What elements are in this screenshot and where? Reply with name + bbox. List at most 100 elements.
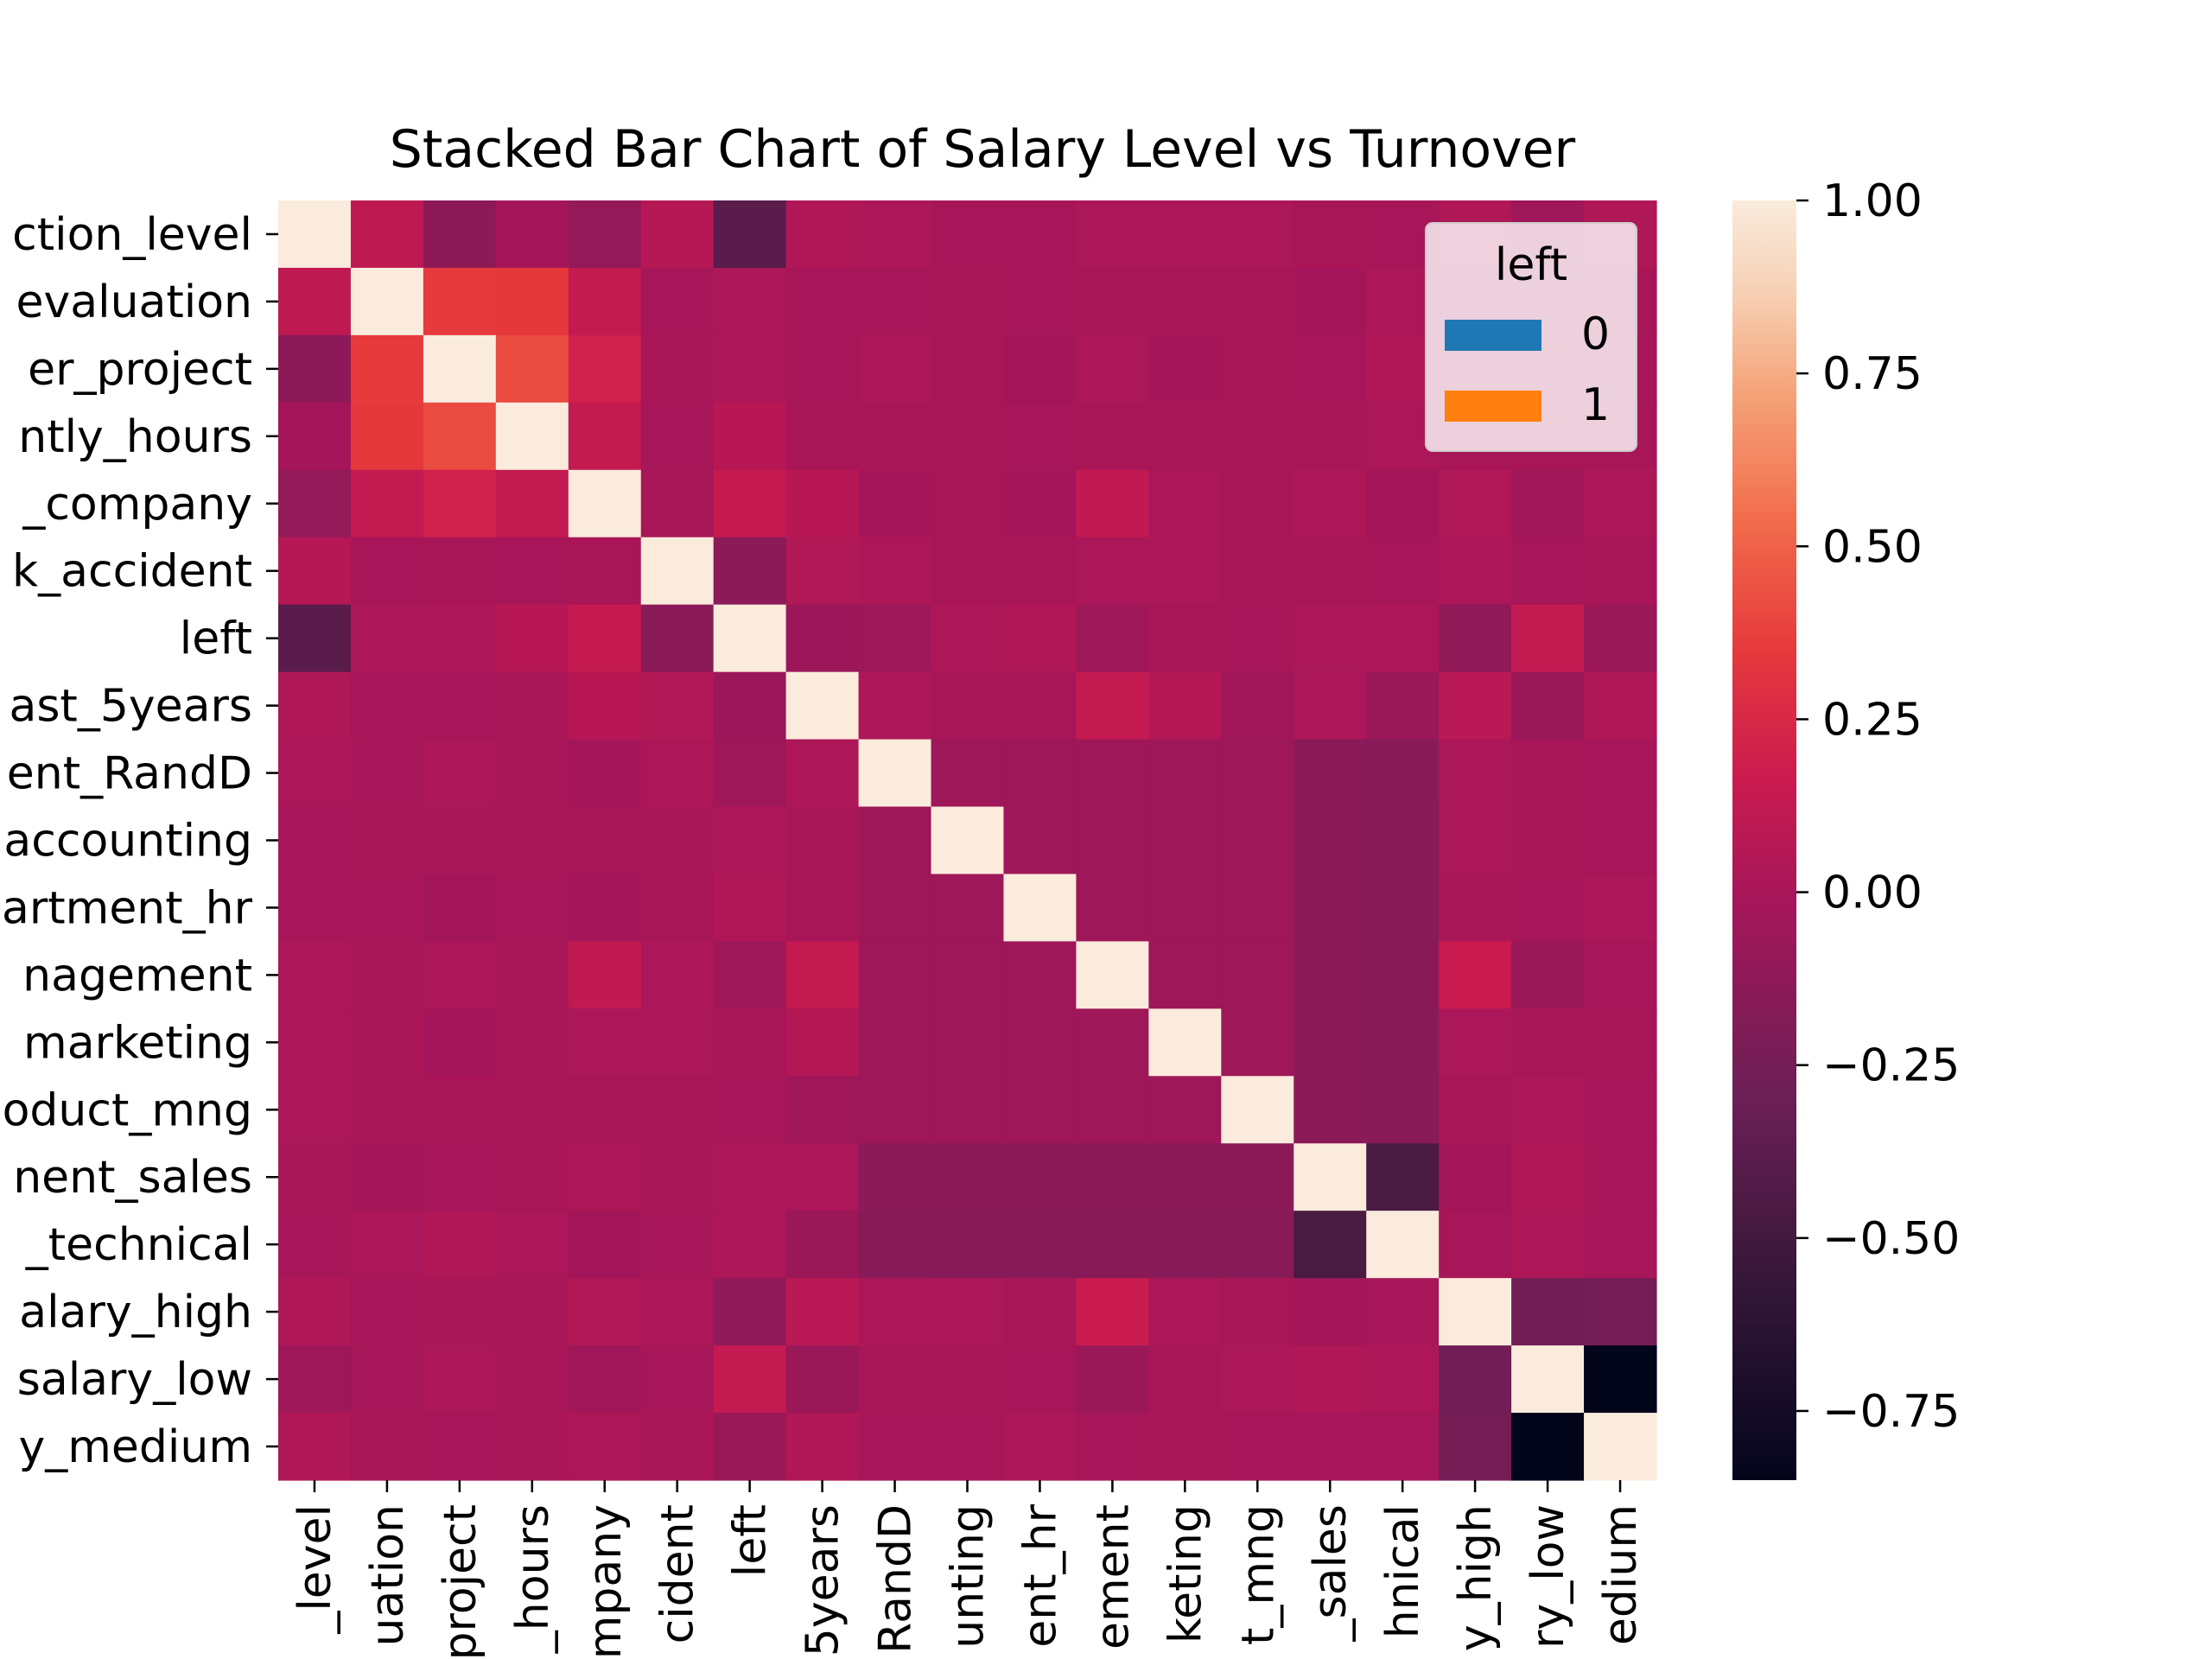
heatmap-cell xyxy=(1511,1278,1585,1346)
heatmap-cell xyxy=(350,334,424,404)
heatmap-cell xyxy=(1003,671,1077,741)
heatmap-cell xyxy=(713,334,787,404)
heatmap-cell xyxy=(640,1413,715,1481)
heatmap-cell xyxy=(1221,739,1294,808)
heatmap-cell xyxy=(1294,1008,1367,1077)
heatmap-cell xyxy=(1294,739,1367,808)
heatmap-cell xyxy=(1439,1143,1512,1211)
heatmap-cell xyxy=(1584,1008,1657,1077)
heatmap-cell xyxy=(931,1278,1005,1346)
heatmap-cell xyxy=(350,739,424,808)
heatmap-cell xyxy=(423,469,497,538)
heatmap-cell xyxy=(1294,874,1367,943)
heatmap-cell xyxy=(640,402,715,471)
col-tick-label: 5years xyxy=(798,1504,849,1656)
heatmap-cell xyxy=(1221,874,1294,943)
heatmap-cell xyxy=(1439,604,1512,673)
heatmap-cell xyxy=(1439,1008,1512,1077)
heatmap-cell xyxy=(1148,874,1222,943)
heatmap-cell xyxy=(1076,604,1149,673)
heatmap-cell xyxy=(640,1008,715,1077)
heatmap-cell xyxy=(713,941,787,1009)
heatmap-cell xyxy=(1366,1211,1440,1279)
heatmap-cell xyxy=(1366,1413,1440,1481)
heatmap-cell xyxy=(1148,334,1222,404)
heatmap-cell xyxy=(1584,1413,1657,1481)
heatmap-cell xyxy=(1003,469,1077,538)
heatmap-cell xyxy=(640,1076,715,1144)
heatmap-cell xyxy=(1148,469,1222,538)
heatmap-cell xyxy=(568,200,642,269)
heatmap-cell xyxy=(278,1076,352,1144)
heatmap-cell xyxy=(640,874,715,943)
heatmap-cell xyxy=(495,739,569,808)
heatmap-cell xyxy=(1221,1076,1294,1144)
heatmap-cell xyxy=(495,469,569,538)
heatmap-cell xyxy=(713,671,787,741)
heatmap-cell xyxy=(1003,1008,1077,1077)
heatmap-cell xyxy=(1148,739,1222,808)
legend-swatch xyxy=(1445,320,1541,351)
heatmap-cell xyxy=(568,469,642,538)
heatmap-cell xyxy=(1003,1413,1077,1481)
heatmap-cell xyxy=(1511,739,1585,808)
heatmap-cell xyxy=(1148,1413,1222,1481)
heatmap-cell xyxy=(278,402,352,471)
heatmap-cell xyxy=(785,1278,860,1346)
heatmap-cell xyxy=(568,806,642,875)
heatmap-cell xyxy=(713,806,787,875)
heatmap-cell xyxy=(1584,537,1657,606)
heatmap-cell xyxy=(568,1345,642,1414)
heatmap-cell xyxy=(495,1076,569,1144)
heatmap-cell xyxy=(931,604,1005,673)
heatmap-cell xyxy=(1148,1211,1222,1279)
heatmap-cell xyxy=(1076,1278,1149,1346)
heatmap-cell xyxy=(1148,604,1222,673)
colorbar-gradient xyxy=(1732,200,1796,1480)
heatmap-cell xyxy=(1003,537,1077,606)
heatmap-cell xyxy=(1294,1211,1367,1279)
heatmap-cell xyxy=(1294,1143,1367,1211)
heatmap-cell xyxy=(278,469,352,538)
heatmap-cell xyxy=(495,941,569,1009)
heatmap-cell xyxy=(1003,941,1077,1009)
heatmap-cell xyxy=(931,1076,1005,1144)
heatmap-cell xyxy=(931,537,1005,606)
heatmap-cells xyxy=(278,200,1657,1481)
col-tick-label: RandD xyxy=(870,1504,922,1654)
heatmap-cell xyxy=(1584,1211,1657,1279)
col-tick-label: unting xyxy=(943,1504,995,1649)
heatmap-cell xyxy=(640,671,715,741)
col-tick-label: cident xyxy=(652,1504,704,1643)
heatmap-cell xyxy=(1366,1278,1440,1346)
heatmap-cell xyxy=(1439,874,1512,943)
heatmap-cell xyxy=(1439,1413,1512,1481)
heatmap-cell xyxy=(1294,806,1367,875)
heatmap-cell xyxy=(350,1345,424,1414)
heatmap-cell xyxy=(1148,1345,1222,1414)
heatmap-cell xyxy=(785,941,860,1009)
heatmap-cell xyxy=(278,941,352,1009)
heatmap-cell xyxy=(495,1008,569,1077)
heatmap-cell xyxy=(1511,1143,1585,1211)
heatmap-cell xyxy=(1366,604,1440,673)
heatmap-cell xyxy=(785,1076,860,1144)
heatmap-cell xyxy=(423,1008,497,1077)
heatmap-cell xyxy=(350,806,424,875)
heatmap-cell xyxy=(931,671,1005,741)
heatmap-cell xyxy=(1511,806,1585,875)
heatmap-cell xyxy=(350,469,424,538)
heatmap-cell xyxy=(1148,1278,1222,1346)
heatmap-cell xyxy=(1439,806,1512,875)
heatmap-cell xyxy=(423,1076,497,1144)
heatmap-cell xyxy=(713,402,787,471)
row-tick-label: salary_low xyxy=(17,1354,252,1406)
heatmap-cell xyxy=(858,1076,932,1144)
colorbar-tick-label: 0.75 xyxy=(1822,348,1923,400)
row-tick-label: accounting xyxy=(3,816,252,868)
heatmap-cell xyxy=(278,806,352,875)
heatmap-cell xyxy=(568,334,642,404)
colorbar-tick-label: 0.50 xyxy=(1822,521,1923,573)
heatmap-cell xyxy=(640,604,715,673)
heatmap-cell xyxy=(1148,267,1222,336)
